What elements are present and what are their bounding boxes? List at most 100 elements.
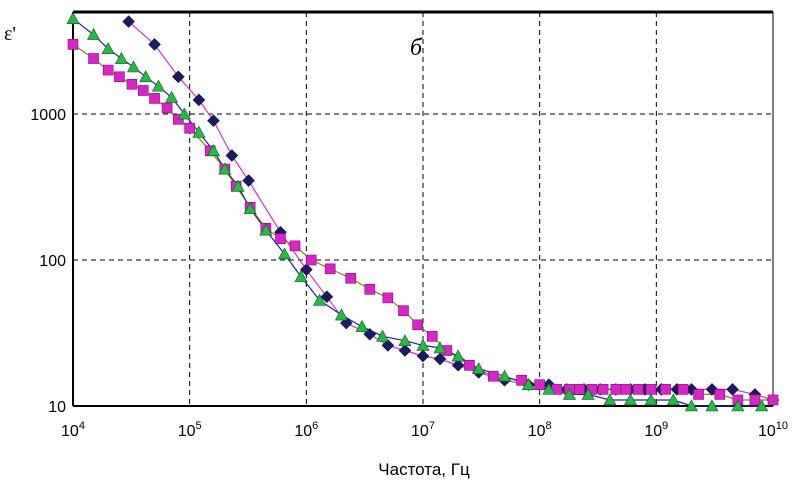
series-3-point [498, 369, 512, 382]
x-tick-label: 108 [528, 420, 552, 440]
series-2-point [275, 233, 286, 244]
series-3-point [684, 399, 698, 412]
plot-frame [72, 10, 774, 407]
series-2-point [102, 64, 114, 76]
y-tick-label: 10 [48, 399, 66, 416]
series-3-point [259, 223, 273, 236]
x-tick-label: 106 [294, 420, 318, 440]
series-1-point [398, 344, 412, 357]
series-3-point [644, 393, 658, 406]
series-3-point [666, 393, 680, 406]
series-3-point [355, 319, 369, 332]
series-2-point [516, 374, 527, 386]
series-3-point [165, 90, 179, 103]
series-2-point [382, 292, 394, 304]
x-tick-label: 104 [61, 420, 85, 440]
series-2-point [632, 384, 644, 395]
series-3-point [206, 144, 220, 157]
series-3-point [278, 247, 292, 260]
series-3-point [731, 399, 745, 412]
series-2-point [660, 384, 671, 395]
series-3-point [416, 338, 430, 351]
series-1-point [433, 352, 447, 366]
x-tick-label: 109 [644, 420, 668, 440]
series-3-point [705, 399, 719, 412]
series-3-point [114, 51, 128, 64]
x-tick-label: 1010 [758, 420, 788, 440]
y-tick-label: 1000 [30, 107, 66, 124]
series-2-point [412, 319, 423, 331]
y-axis-title: ε' [4, 23, 16, 45]
series-2-point [693, 389, 704, 400]
series-1-point [192, 93, 206, 107]
series-3-point [218, 162, 232, 175]
series-1-point [320, 290, 334, 304]
series-3-point [755, 399, 769, 412]
series-2-point [464, 360, 475, 371]
series-2-point [137, 85, 149, 96]
series-3-point [472, 362, 486, 375]
series-2-point [398, 305, 409, 316]
series-1-point [122, 15, 136, 28]
x-tick-label: 107 [411, 420, 435, 440]
series-3-point [562, 387, 576, 400]
series-2-point [534, 379, 545, 390]
series-2-point [767, 394, 779, 406]
series-2-point [677, 384, 689, 395]
series-2-point [586, 384, 598, 395]
series-2-point [487, 370, 499, 382]
series-2-point [620, 384, 632, 395]
series-2-point [714, 389, 726, 400]
x-axis-title: Частота, Гц [378, 460, 470, 479]
series-1-point [726, 383, 739, 396]
series-2-point [364, 284, 376, 295]
series-3-point [66, 12, 80, 24]
series-2-point [597, 384, 609, 395]
series-3-point [334, 308, 348, 321]
series-3-point [376, 329, 390, 342]
series-1-curve [128, 21, 774, 401]
series-3-point [623, 393, 637, 406]
series-1-point [299, 263, 313, 276]
series-1-point [416, 349, 430, 363]
series-3-point [87, 27, 101, 40]
series-2-point [305, 254, 317, 266]
series-2-point [114, 71, 125, 83]
series-2-point [324, 263, 336, 275]
series-2-point [345, 272, 356, 284]
series-3-point [313, 293, 327, 306]
x-tick-label: 105 [178, 420, 202, 440]
series-1-point [207, 114, 220, 128]
series-3-point [581, 387, 595, 400]
series-3-point [231, 179, 245, 192]
series-2-point [289, 240, 301, 252]
series-3-point [177, 107, 191, 120]
series-2-point [426, 331, 438, 342]
series-1-point [225, 149, 239, 162]
series-3-point [451, 349, 465, 362]
series-2-point [645, 384, 657, 395]
series-2-point [126, 78, 138, 90]
series-3-point [151, 79, 165, 92]
series-3-point [433, 341, 447, 354]
series-1-point [148, 38, 161, 51]
series-2-point [610, 384, 622, 395]
series-3-point [243, 201, 257, 214]
series-3-point [139, 70, 153, 83]
series-2-point [88, 53, 99, 64]
series-3-point [521, 378, 535, 390]
series-3-point [294, 269, 308, 282]
series-2-point [67, 39, 79, 50]
series-1-point [242, 174, 255, 187]
series-3-point [101, 42, 115, 55]
series-3-point [603, 393, 617, 406]
series-2-point [149, 93, 160, 104]
series-3-point [192, 125, 206, 138]
series-1-point [381, 339, 395, 352]
series-1-point [451, 358, 465, 372]
y-tick-label: 100 [39, 253, 66, 270]
series-3-point [542, 382, 556, 395]
series-3-point [126, 60, 140, 73]
